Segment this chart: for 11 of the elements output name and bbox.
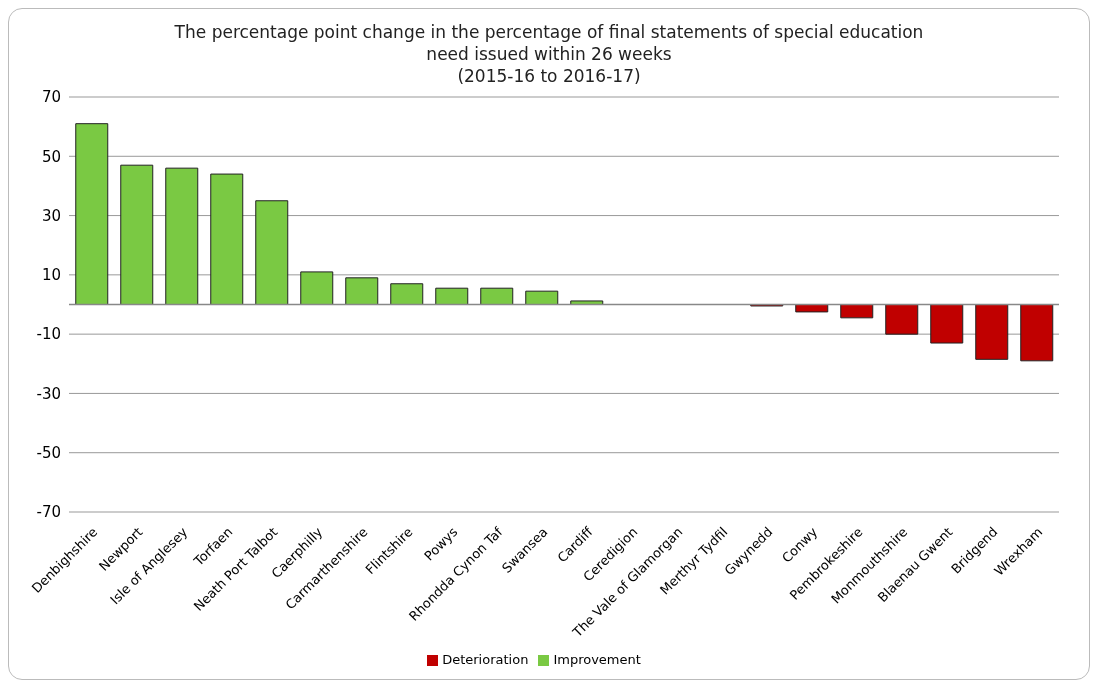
y-tick-label: -30 [36, 384, 61, 403]
y-tick-label: -10 [36, 325, 61, 344]
y-tick-label: -50 [36, 444, 61, 463]
chart-title: The percentage point change in the percentage of final statements of special education need issued within 26 weeks (2015-16 to 2016-17) [173, 21, 925, 87]
y-tick-label: -70 [36, 503, 61, 522]
y-tick-label: 30 [41, 206, 61, 225]
y-tick-label: 10 [41, 266, 61, 285]
legend-label: Deterioration [442, 652, 529, 667]
legend-label: Improvement [553, 652, 641, 667]
y-tick-label: 70 [41, 88, 61, 107]
y-tick-label: 50 [41, 147, 61, 166]
